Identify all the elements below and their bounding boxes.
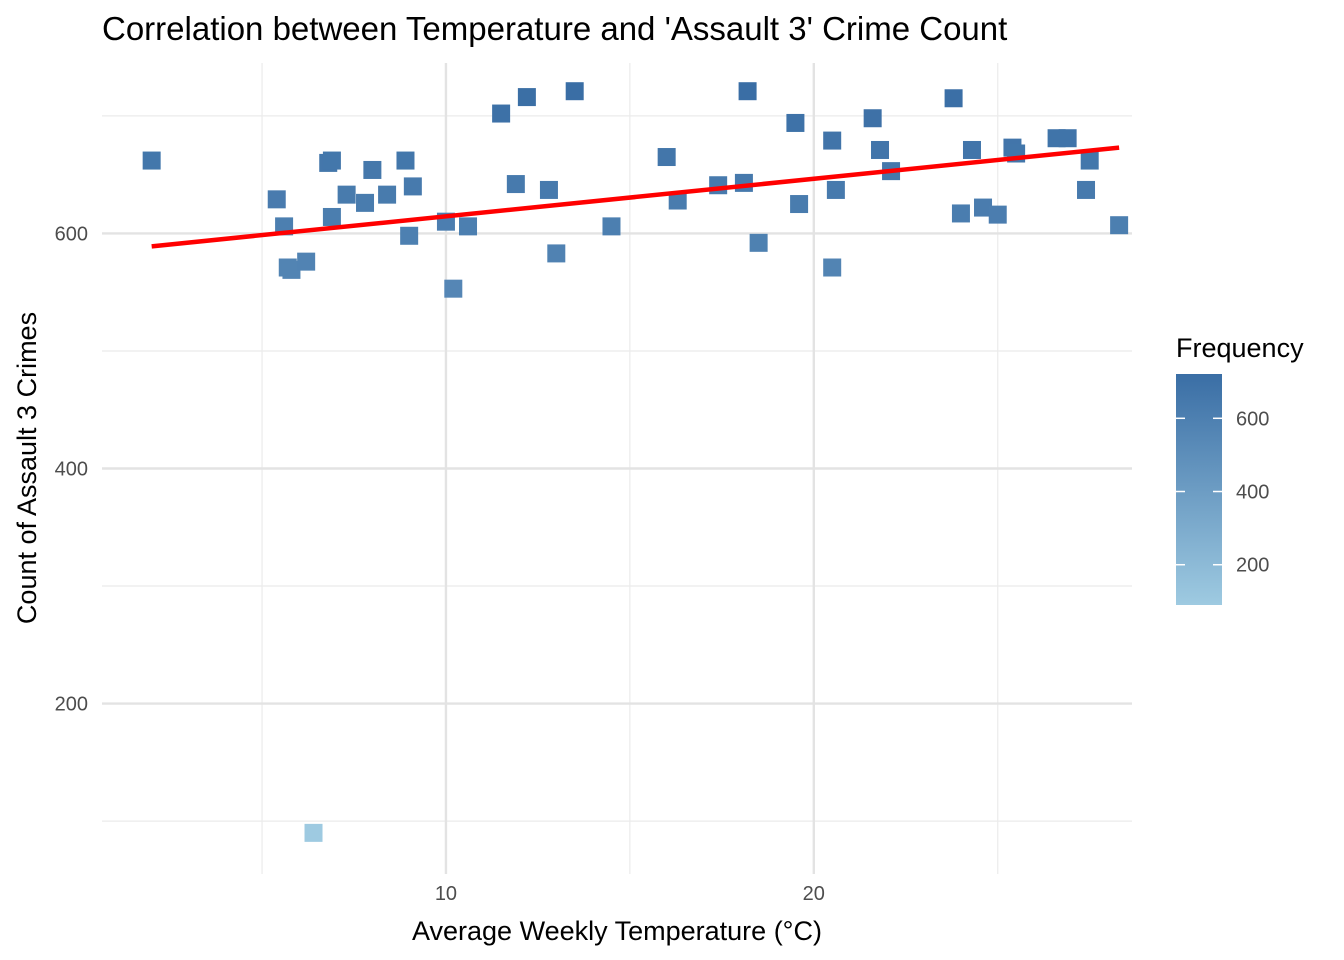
data-point [267, 190, 286, 209]
legend: Frequency 200 400 600 [1176, 333, 1304, 605]
data-point [790, 195, 809, 214]
data-point [459, 217, 478, 236]
data-point [400, 226, 419, 245]
data-point [142, 151, 161, 170]
y-tick-label: 600 [55, 223, 88, 245]
y-axis-title: Count of Assault 3 Crimes [12, 312, 42, 624]
data-point [988, 205, 1007, 224]
data-point [823, 258, 842, 277]
data-point [962, 140, 981, 159]
data-point [668, 191, 687, 210]
data-point [539, 180, 558, 199]
data-point [1058, 129, 1077, 148]
data-point [444, 279, 463, 298]
data-point [304, 823, 323, 842]
data-point [547, 244, 566, 263]
data-point [749, 233, 768, 252]
data-point [396, 151, 415, 170]
data-point [738, 82, 757, 101]
data-point [709, 176, 728, 195]
legend-title: Frequency [1176, 333, 1304, 363]
data-point [1077, 180, 1096, 199]
data-point [602, 217, 621, 236]
data-point [734, 173, 753, 192]
x-tick-label: 20 [803, 883, 825, 905]
data-point [403, 177, 422, 196]
data-point [871, 140, 890, 159]
x-tick-label: 10 [435, 883, 457, 905]
data-point [282, 260, 301, 279]
data-point [378, 185, 397, 204]
data-point [565, 82, 584, 101]
data-point [657, 148, 676, 167]
data-point [356, 193, 375, 212]
x-axis-title: Average Weekly Temperature (°C) [412, 916, 822, 946]
y-tick-label: 200 [55, 694, 88, 716]
data-point [492, 104, 511, 123]
data-point [944, 89, 963, 108]
data-point [826, 180, 845, 199]
x-axis-ticks: 10 20 [435, 883, 825, 905]
legend-colorbar [1176, 374, 1222, 605]
data-points [142, 82, 1129, 842]
data-point [974, 198, 993, 217]
y-tick-label: 400 [55, 459, 88, 481]
legend-tick-label: 600 [1236, 408, 1269, 430]
legend-tick-label: 200 [1236, 555, 1269, 577]
chart-title: Correlation between Temperature and 'Ass… [102, 10, 1007, 47]
major-gridlines [102, 63, 1132, 874]
data-point [951, 204, 970, 223]
data-point [363, 160, 382, 179]
trend-line-group [151, 145, 1120, 249]
data-point [506, 175, 525, 194]
legend-ticks: 200 400 600 [1176, 408, 1269, 577]
legend-tick-label: 400 [1236, 482, 1269, 504]
data-point [297, 252, 316, 271]
trend-line [151, 145, 1120, 249]
data-point [1080, 151, 1099, 170]
data-point [322, 207, 341, 226]
y-axis-ticks: 200 400 600 [55, 223, 88, 715]
data-point [1110, 216, 1129, 235]
data-point [863, 109, 882, 128]
data-point [823, 131, 842, 150]
data-point [322, 151, 341, 170]
data-point [517, 88, 536, 107]
data-point [337, 185, 356, 204]
data-point [786, 113, 805, 132]
